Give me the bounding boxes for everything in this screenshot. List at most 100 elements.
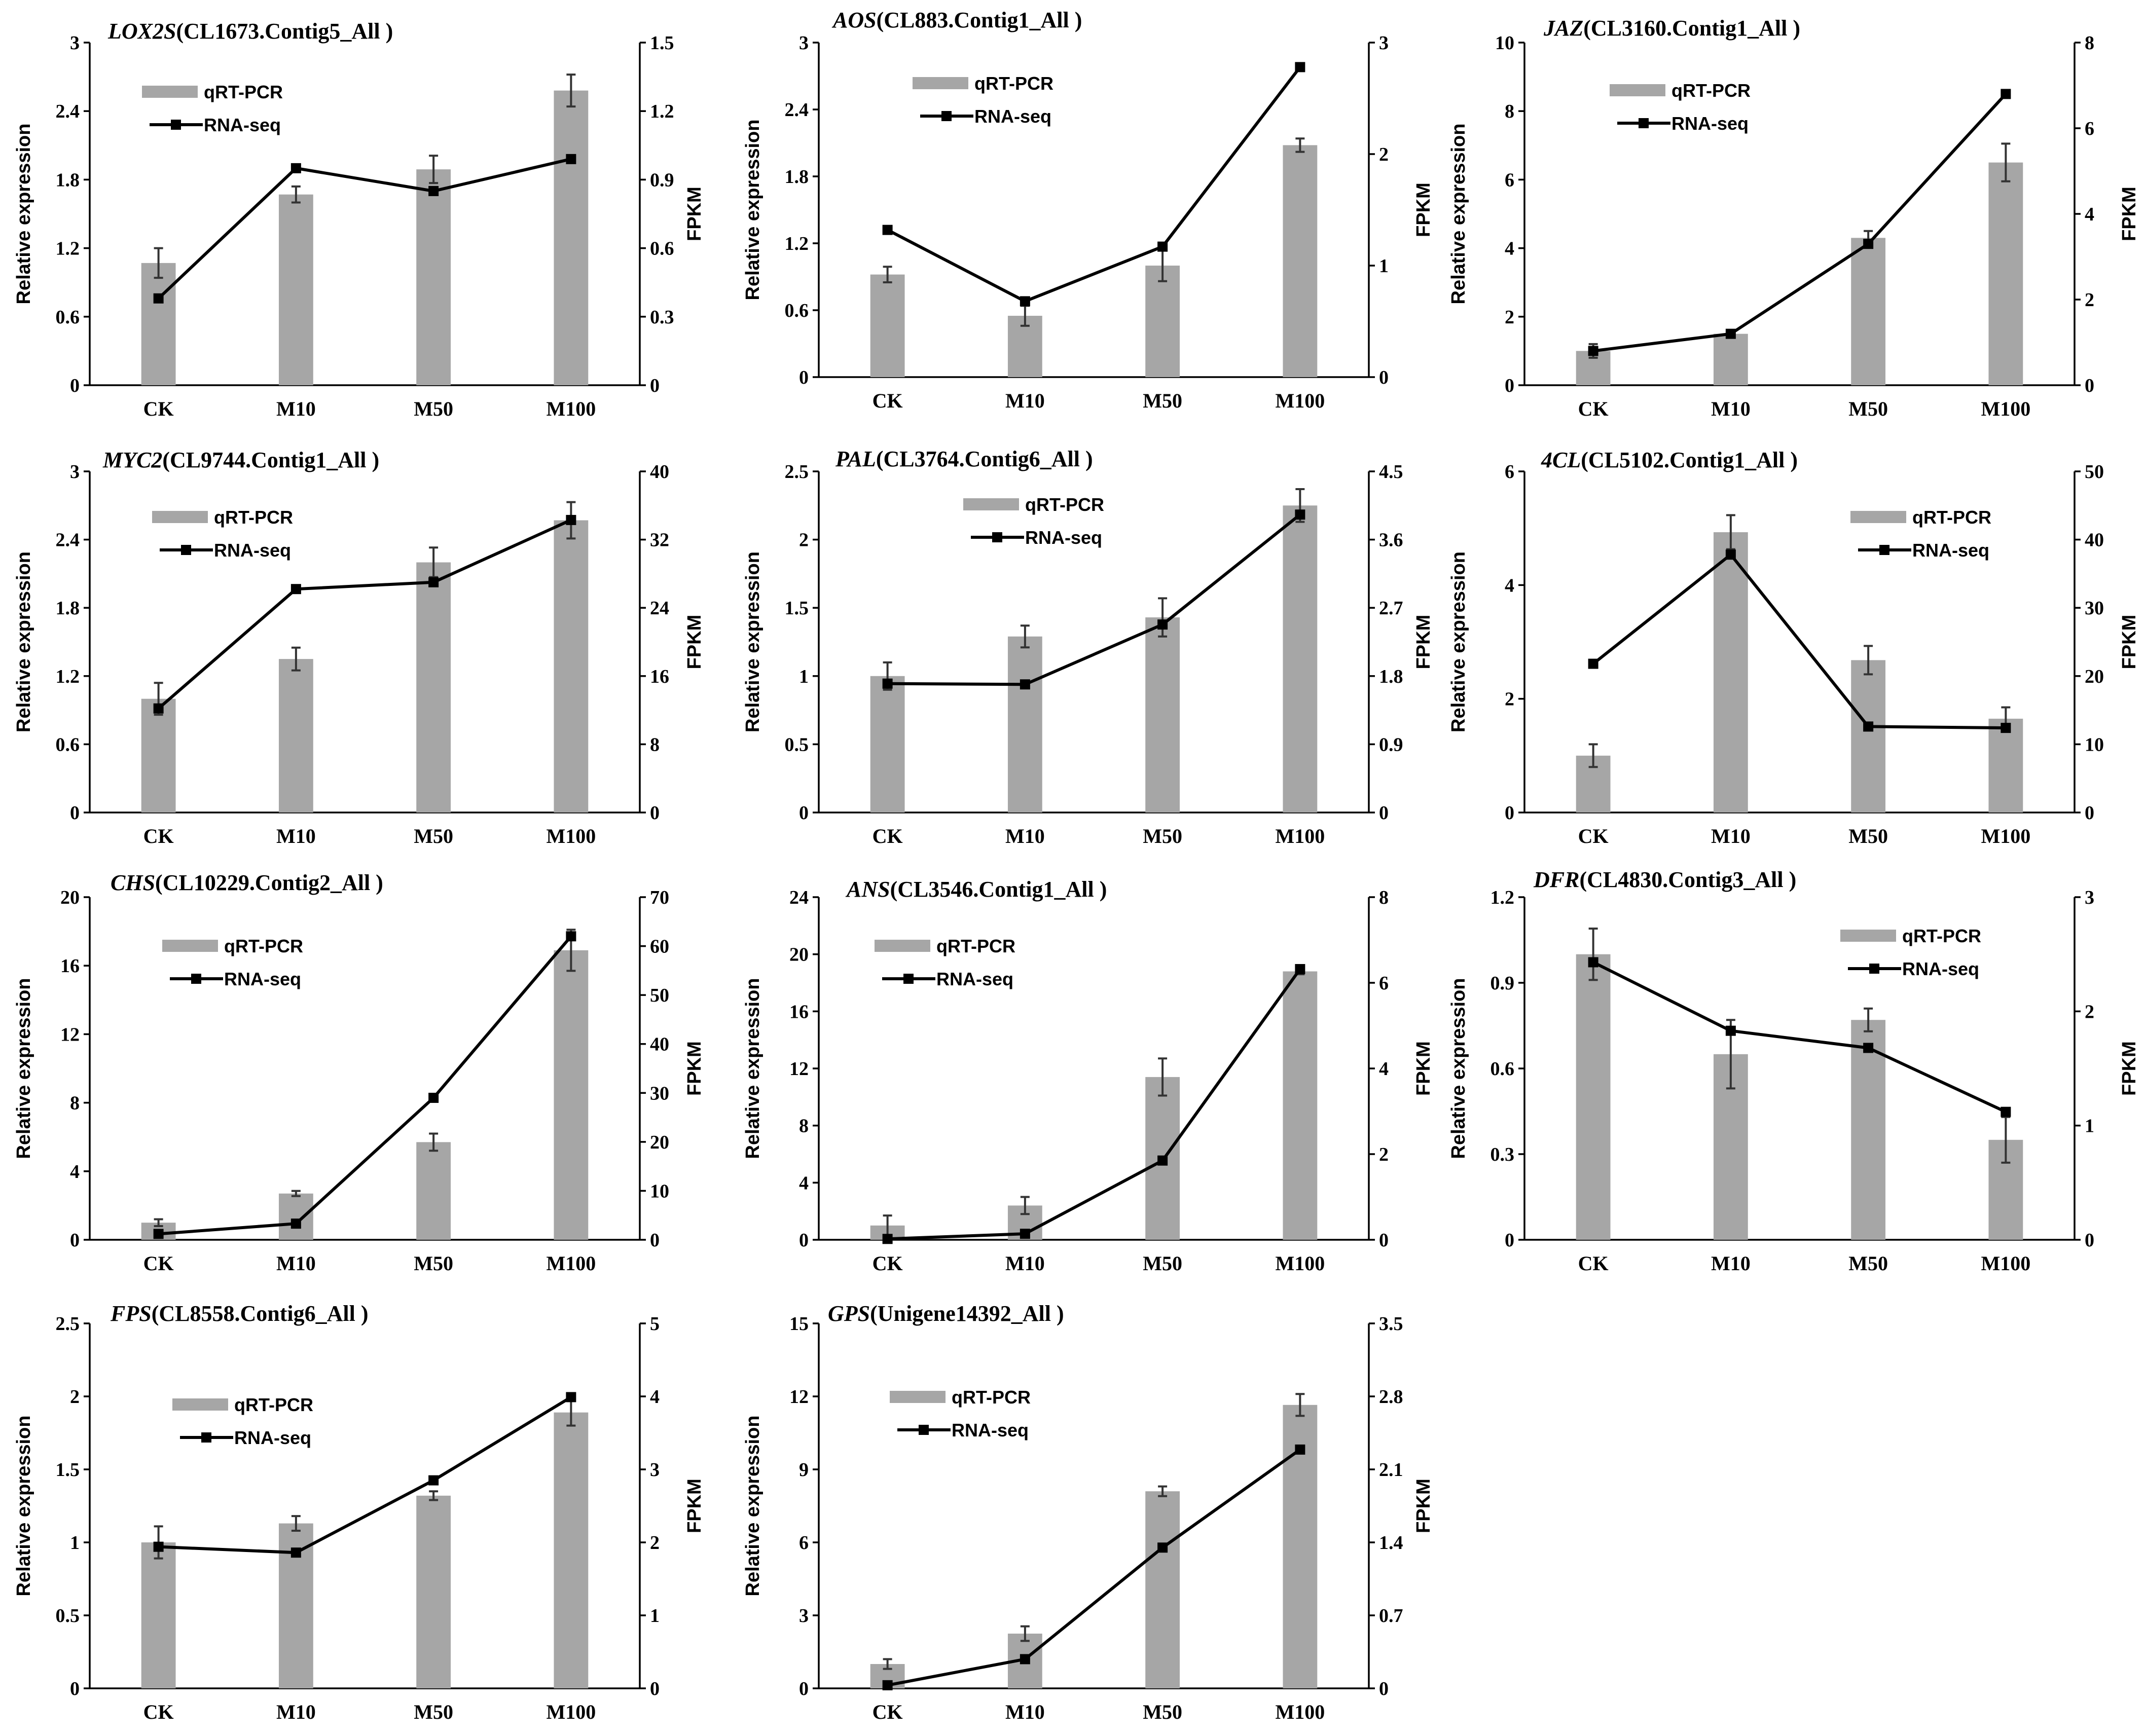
point-rna-seq	[1588, 957, 1598, 968]
right-tick-label: 6	[2085, 118, 2094, 139]
line-rna-seq	[887, 66, 1301, 303]
right-tick-label: 3	[1379, 32, 1389, 54]
right-tick-label: 0	[1379, 1678, 1389, 1700]
right-tick-label: 70	[650, 887, 669, 908]
right-tick-label: 2	[1379, 144, 1389, 165]
right-tick-label: 32	[650, 530, 669, 551]
chart-title: PAL(CL3764.Contig6_All )	[835, 447, 1093, 471]
left-tick-label: 2.5	[56, 1313, 80, 1335]
bar-qrt-pcr	[870, 676, 905, 812]
y2-axis-title: FPKM	[2119, 187, 2140, 241]
legend-label-rna-seq: RNA-seq	[1025, 527, 1102, 548]
legend-swatch-qrt-pcr	[963, 498, 1019, 510]
point-rna-seq	[428, 577, 439, 587]
left-tick-label: 1	[70, 1532, 80, 1554]
bar-qrt-pcr	[278, 659, 313, 812]
right-tick-label: 8	[650, 734, 660, 755]
point-rna-seq	[566, 154, 576, 164]
y2-axis-title: FPKM	[684, 615, 705, 670]
bar-qrt-pcr	[278, 194, 313, 385]
category-label: M50	[414, 397, 453, 420]
left-tick-label: 0	[70, 1678, 80, 1700]
locus-name: (Unigene14392_All )	[870, 1301, 1064, 1326]
left-tick-label: 1.8	[785, 166, 809, 188]
right-tick-label: 40	[2085, 530, 2104, 551]
category-label: M50	[1143, 1252, 1182, 1275]
right-tick-label: 8	[1379, 887, 1389, 908]
left-tick-label: 8	[1505, 101, 1514, 122]
locus-name: (CL8558.Contig6_All )	[152, 1301, 369, 1326]
left-tick-label: 1.5	[56, 1459, 80, 1481]
left-tick-label: 1.2	[1490, 887, 1515, 908]
chart-panel-4cl: 0 2 4 6 0 10 20 30 40 50 CK M10 M50 M100 Relative expr…	[1448, 448, 2140, 847]
point-rna-seq	[290, 1547, 301, 1558]
right-tick-label: 0	[650, 802, 660, 824]
bar-qrt-pcr	[1283, 505, 1318, 812]
point-rna-seq	[290, 1218, 301, 1229]
y2-axis-title: FPKM	[1413, 1041, 1434, 1096]
left-tick-label: 1.5	[785, 598, 809, 619]
left-tick-label: 8	[799, 1116, 809, 1137]
line-rna-seq	[887, 968, 1301, 1241]
point-rna-seq	[2001, 723, 2011, 733]
left-tick-label: 0.6	[56, 307, 80, 328]
locus-name: (CL3160.Contig1_All )	[1583, 16, 1800, 41]
gene-name: CHS	[111, 870, 155, 895]
bar-qrt-pcr	[1145, 266, 1180, 377]
category-label: M10	[1005, 1252, 1045, 1275]
right-tick-label: 20	[2085, 666, 2104, 687]
legend-swatch-qrt-pcr	[1840, 930, 1896, 942]
bar-qrt-pcr	[1283, 971, 1318, 1240]
left-tick-label: 3	[70, 461, 80, 483]
locus-name: (CL9744.Contig1_All )	[162, 448, 379, 472]
left-tick-label: 0.9	[1490, 973, 1515, 994]
left-tick-label: 4	[1505, 238, 1514, 260]
left-tick-label: 0.3	[1490, 1144, 1515, 1165]
right-tick-label: 0.6	[650, 238, 674, 260]
right-tick-label: 3.6	[1379, 530, 1403, 551]
right-tick-label: 3	[2085, 887, 2094, 908]
locus-name: (CL3764.Contig6_All )	[876, 447, 1093, 471]
right-tick-label: 4	[1379, 1058, 1389, 1080]
right-tick-label: 0	[2085, 802, 2094, 824]
y2-axis-title: FPKM	[684, 187, 705, 241]
legend-swatch-qrt-pcr	[913, 77, 968, 89]
point-rna-seq	[2001, 89, 2011, 99]
point-rna-seq	[290, 584, 301, 595]
category-label: CK	[143, 825, 174, 847]
chart-title: MYC2(CL9744.Contig1_All )	[102, 448, 379, 472]
left-tick-label: 15	[789, 1313, 809, 1335]
y-axis-title: Relative expression	[742, 978, 764, 1159]
right-tick-label: 40	[650, 1034, 669, 1055]
bar-qrt-pcr	[416, 169, 451, 385]
left-tick-label: 0	[1505, 1230, 1514, 1251]
left-tick-label: 0	[799, 1678, 809, 1700]
left-tick-label: 2	[1505, 307, 1514, 328]
left-tick-label: 1	[799, 666, 809, 687]
category-label: M10	[276, 397, 316, 420]
gene-name: PAL	[835, 447, 876, 471]
category-label: CK	[1578, 397, 1609, 420]
left-tick-label: 0.6	[1490, 1058, 1515, 1080]
point-rna-seq	[1725, 1025, 1736, 1036]
legend-label-rna-seq: RNA-seq	[1902, 958, 1979, 979]
right-tick-label: 30	[650, 1083, 669, 1104]
chart-panel-myc2: 0 0.6 1.2 1.8 2.4 3 0 8 16 24 32 40 CK M10 M50 M100 Rela…	[13, 448, 705, 847]
legend-label-rna-seq: RNA-seq	[936, 969, 1013, 989]
legend-label-rna-seq: RNA-seq	[204, 115, 281, 135]
legend-label-qrt-pcr: qRT-PCR	[204, 82, 283, 102]
chart-panel-fps: 0 0.5 1 1.5 2 2.5 0 1 2 3 4 5 CK M10 M50 M100 Relative e…	[13, 1301, 705, 1723]
line-rna-seq	[887, 513, 1301, 686]
legend-label-rna-seq: RNA-seq	[234, 1427, 311, 1448]
category-label: CK	[872, 1701, 903, 1723]
bar-qrt-pcr	[1713, 532, 1748, 812]
category-label: CK	[872, 825, 903, 847]
category-label: M10	[1711, 825, 1751, 847]
left-tick-label: 16	[789, 1001, 809, 1022]
locus-name: (CL883.Contig1_All )	[877, 8, 1082, 32]
point-rna-seq	[153, 293, 164, 304]
locus-name: (CL10229.Contig2_All )	[155, 870, 383, 895]
gene-name: AOS	[831, 8, 877, 32]
y2-axis-title: FPKM	[2119, 1041, 2140, 1096]
left-tick-label: 3	[799, 1605, 809, 1627]
